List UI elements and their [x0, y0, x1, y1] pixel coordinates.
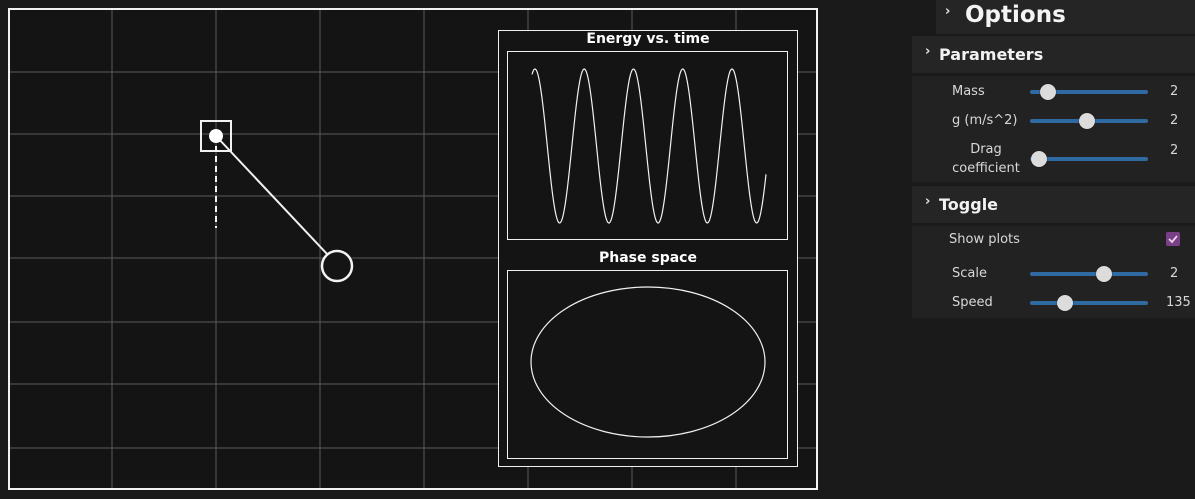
parameters-section: Mass 2 g (m/s^2) 2 Drag coefficient 2 [912, 76, 1195, 182]
phase-plot [507, 270, 788, 459]
drag-slider[interactable] [1030, 151, 1148, 167]
plots-panel: Energy vs. time Phase space [498, 30, 798, 467]
drag-label: Drag coefficient [942, 140, 1030, 178]
checkmark-icon [1168, 235, 1178, 244]
mass-slider[interactable] [1030, 84, 1148, 100]
parameters-title: Parameters [939, 45, 1044, 64]
energy-curve [531, 68, 767, 224]
pivot-box [200, 120, 232, 152]
toggle-title: Toggle [939, 195, 999, 214]
energy-plot-title: Energy vs. time [586, 31, 710, 47]
phase-plot-title: Phase space [599, 250, 697, 266]
speed-slider-thumb[interactable] [1057, 295, 1074, 311]
scale-value: 2 [1170, 266, 1179, 281]
toggle-section-header[interactable]: › Toggle [912, 186, 1195, 224]
gravity-row: g (m/s^2) 2 [912, 109, 1195, 133]
speed-value: 135 [1166, 295, 1191, 310]
drag-label-line1: Drag [970, 142, 1002, 157]
drag-value: 2 [1170, 143, 1179, 158]
gravity-value: 2 [1170, 113, 1179, 128]
mass-label: Mass [952, 84, 985, 99]
simulation-canvas[interactable]: Energy vs. time Phase space [8, 8, 818, 490]
mass-row: Mass 2 [912, 80, 1195, 104]
options-panel: › Options › Parameters Mass 2 g (m/s^2) … [912, 0, 1195, 320]
gravity-slider[interactable] [1030, 113, 1148, 129]
drag-row: Drag coefficient 2 [912, 140, 1195, 180]
options-title: Options [965, 2, 1066, 28]
show-plots-row[interactable]: Show plots [912, 228, 1195, 252]
speed-row: Speed 135 [912, 291, 1195, 315]
show-plots-label: Show plots [949, 232, 1020, 247]
chevron-right-icon: › [925, 194, 931, 209]
mass-slider-thumb[interactable] [1039, 84, 1056, 100]
mass-value: 2 [1170, 84, 1179, 99]
chevron-right-icon: › [945, 4, 951, 19]
speed-label: Speed [952, 295, 993, 310]
show-plots-checkbox[interactable] [1166, 232, 1180, 246]
phase-ellipse [530, 286, 766, 438]
parameters-section-header[interactable]: › Parameters [912, 36, 1195, 74]
options-header[interactable]: › Options [936, 0, 1195, 34]
scale-label: Scale [952, 266, 987, 281]
scale-row: Scale 2 [912, 262, 1195, 286]
drag-slider-thumb[interactable] [1031, 151, 1048, 167]
speed-slider[interactable] [1030, 295, 1148, 311]
pivot-point [209, 129, 223, 143]
gravity-slider-thumb[interactable] [1078, 113, 1095, 129]
gravity-label: g (m/s^2) [952, 113, 1018, 128]
pendulum-rod [215, 135, 329, 256]
pendulum-bob [320, 249, 354, 283]
energy-plot [507, 51, 788, 240]
scale-slider[interactable] [1030, 266, 1148, 282]
toggle-section: Show plots Scale 2 Speed 135 [912, 226, 1195, 318]
drag-label-line2: coefficient [952, 161, 1020, 176]
chevron-right-icon: › [925, 44, 931, 59]
scale-slider-thumb[interactable] [1096, 266, 1113, 282]
